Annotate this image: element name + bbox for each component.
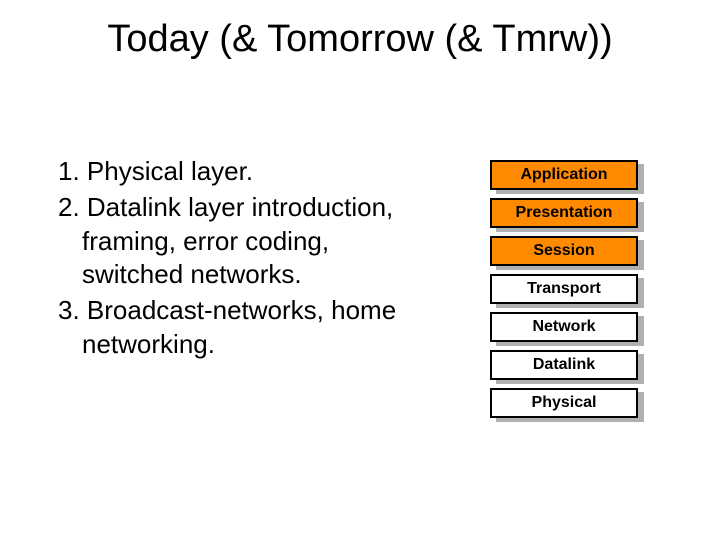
osi-layer-label: Presentation — [490, 198, 638, 228]
osi-layer-network: Network — [490, 312, 638, 342]
osi-layer-transport: Transport — [490, 274, 638, 304]
osi-layer-label: Session — [490, 236, 638, 266]
outline-list: 1. Physical layer. 2. Datalink layer int… — [58, 155, 418, 364]
osi-layer-label: Physical — [490, 388, 638, 418]
slide-title: Today (& Tomorrow (& Tmrw)) — [0, 18, 720, 61]
osi-layer-label: Network — [490, 312, 638, 342]
list-item: 2. Datalink layer introduction, framing,… — [58, 191, 418, 292]
osi-layer-label: Datalink — [490, 350, 638, 380]
osi-layer-label: Transport — [490, 274, 638, 304]
osi-layer-physical: Physical — [490, 388, 638, 418]
osi-layer-datalink: Datalink — [490, 350, 638, 380]
osi-layer-session: Session — [490, 236, 638, 266]
osi-layer-application: Application — [490, 160, 638, 190]
slide: Today (& Tomorrow (& Tmrw)) 1. Physical … — [0, 0, 720, 540]
list-item: 1. Physical layer. — [58, 155, 418, 189]
osi-layer-presentation: Presentation — [490, 198, 638, 228]
osi-layer-label: Application — [490, 160, 638, 190]
list-item: 3. Broadcast-networks, home networking. — [58, 294, 418, 362]
osi-stack: Application Presentation Session Transpo… — [490, 160, 646, 418]
